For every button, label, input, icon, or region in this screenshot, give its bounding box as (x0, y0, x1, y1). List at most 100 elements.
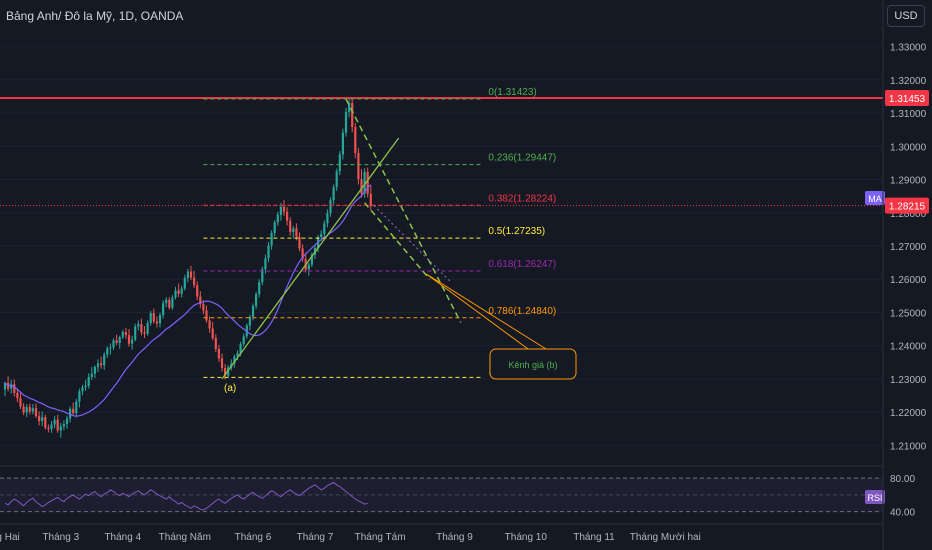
candle-body (338, 154, 341, 172)
y-tick-label: 1.23000 (890, 375, 927, 386)
candle-body (127, 335, 131, 344)
candle-body (199, 296, 202, 305)
candle-body (208, 320, 211, 329)
candle-body (155, 321, 158, 324)
candle-body (25, 407, 28, 413)
candle-body (28, 407, 31, 412)
candle-body (236, 352, 239, 357)
candle-body (103, 354, 106, 366)
x-tick-label: Tháng 7 (297, 532, 334, 543)
candle-body (348, 103, 351, 113)
candle-body (310, 254, 313, 265)
candle-body (211, 328, 214, 339)
resistance-price-label: 1.31453 (889, 94, 926, 105)
candle-body (146, 323, 149, 334)
x-tick-label: g Hai (0, 532, 20, 543)
candle-body (286, 211, 289, 221)
candle-body (351, 103, 354, 128)
candle-body (50, 424, 53, 430)
candle-body (344, 112, 348, 133)
candle-body (171, 297, 174, 308)
rsi-lower-label: 40.00 (890, 508, 915, 519)
candle-body (282, 206, 286, 212)
candle-body (106, 348, 109, 355)
candle-body (38, 416, 41, 422)
candle-body (124, 332, 127, 336)
fib-level-label: 0.5(1.27235) (488, 226, 545, 237)
candle-body (276, 214, 279, 223)
candle-body (320, 234, 323, 238)
candle-body (193, 277, 196, 286)
candle-body (196, 285, 199, 297)
candle-body (59, 426, 62, 431)
candle-body (112, 340, 115, 348)
candle-body (326, 213, 329, 224)
x-tick-label: Tháng 3 (42, 532, 79, 543)
y-tick-label: 1.33000 (890, 43, 927, 54)
candle-body (183, 277, 186, 289)
candle-body (298, 236, 301, 249)
fib-level-label: 0(1.31423) (488, 87, 536, 98)
currency-button[interactable]: USD (887, 5, 925, 27)
x-tick-label: Tháng 11 (573, 532, 615, 543)
candle-body (165, 299, 168, 304)
candle-body (251, 306, 255, 317)
candle-body (233, 356, 236, 364)
callout-box (489, 348, 577, 380)
x-tick-label: Tháng Tám (355, 532, 406, 543)
ma-badge (865, 191, 885, 205)
candle-body (363, 171, 366, 194)
candle-body (140, 324, 143, 333)
candle-body (341, 132, 344, 155)
callout-pointer (426, 273, 547, 350)
candle-body (96, 363, 100, 367)
candle-body (137, 324, 140, 327)
candle-body (115, 340, 118, 344)
candles-group (3, 99, 372, 438)
candle-body (62, 424, 65, 427)
candle-body (31, 408, 34, 412)
y-tick-label: 1.31000 (890, 109, 927, 120)
y-tick-label: 1.32000 (890, 76, 927, 87)
candle-body (301, 248, 304, 259)
candle-body (255, 294, 258, 307)
candle-body (152, 313, 155, 322)
callout-label: Kênh giá (b) (508, 360, 557, 370)
ma-line (4, 184, 372, 417)
candle-body (369, 193, 372, 206)
candle-body (3, 382, 7, 390)
candle-body (264, 258, 267, 270)
rsi-line (4, 481, 368, 511)
candle-body (214, 338, 217, 350)
current-price-label: 1.28215 (889, 202, 926, 213)
candle-body (65, 418, 69, 425)
candle-body (289, 220, 292, 233)
candle-body (22, 406, 25, 413)
candle-body (261, 269, 264, 283)
candle-body (354, 127, 357, 153)
y-tick-label: 1.27000 (890, 242, 927, 253)
candle-body (332, 187, 335, 201)
x-tick-label: Tháng 10 (505, 532, 548, 543)
x-tick-label: Tháng 6 (235, 532, 272, 543)
candle-body (143, 332, 146, 334)
fib-level-label: 0.382(1.28224) (488, 193, 556, 204)
y-tick-label: 1.28000 (890, 209, 927, 220)
candle-body (44, 417, 47, 428)
ma-badge-label: MA (868, 194, 882, 204)
resistance-price-tag (885, 89, 929, 106)
fib-level-label: 0.786(1.24840) (488, 306, 556, 317)
candle-body (335, 171, 338, 188)
chart-title: Bảng Anh/ Đô la Mỹ, 1D, OANDA (6, 9, 184, 23)
y-tick-label: 1.29000 (890, 176, 927, 187)
candle-body (258, 282, 261, 295)
candle-body (10, 384, 13, 389)
candle-body (177, 290, 180, 294)
candle-body (273, 222, 276, 234)
rsi-badge-label: RSI (867, 493, 882, 503)
x-tick-label: Tháng Năm (159, 532, 211, 543)
candle-body (279, 206, 282, 215)
candle-body (53, 419, 56, 425)
